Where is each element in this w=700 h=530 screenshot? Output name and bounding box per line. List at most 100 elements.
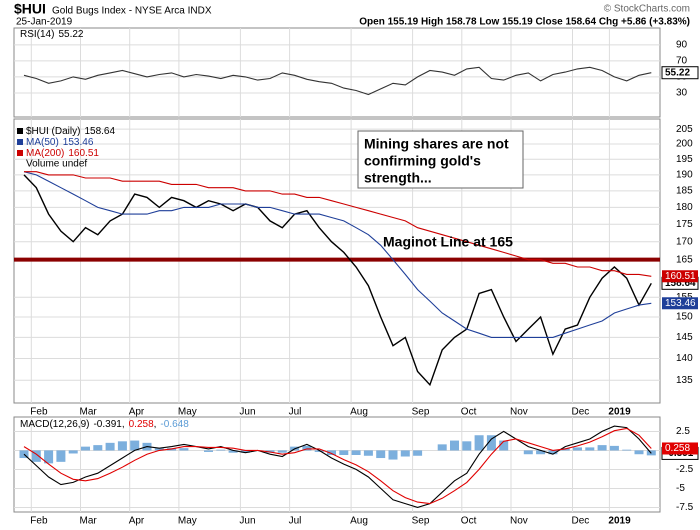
y-tick-label: 170 xyxy=(676,236,693,247)
value-tag xyxy=(662,270,698,283)
value-tag-label: 0.258 xyxy=(665,443,690,454)
histogram-bar xyxy=(400,450,410,457)
y-tick-label: 30 xyxy=(676,88,688,99)
annotation-text: strength... xyxy=(364,170,432,186)
histogram-bar xyxy=(474,435,484,451)
y-tick-label: -5 xyxy=(676,483,685,494)
legend-entry: Volume undef xyxy=(26,159,87,170)
y-tick-label: 185 xyxy=(676,186,693,197)
series-line xyxy=(23,425,652,508)
legend-swatch xyxy=(17,150,23,156)
histogram-bar xyxy=(585,447,595,451)
y-tick-label: 2.5 xyxy=(676,426,690,437)
x-tick-label: 2019 xyxy=(608,516,631,527)
legend-separator: , xyxy=(154,419,157,430)
histogram-bar xyxy=(31,450,41,462)
legend-value: 158.64 xyxy=(84,126,115,137)
histogram-bar xyxy=(634,450,644,455)
value-tag xyxy=(662,297,698,310)
x-tick-label: Mar xyxy=(80,407,98,418)
histogram-bar xyxy=(56,450,66,462)
histogram-bar xyxy=(499,440,509,451)
value-tag-label: 160.51 xyxy=(665,271,696,282)
x-tick-label: Feb xyxy=(30,516,48,527)
histogram-bar xyxy=(351,450,361,455)
macd-legend: MACD(12,26,9) -0.391, 0.258, -0.648 xyxy=(20,419,189,430)
y-tick-label: 70 xyxy=(676,56,688,67)
histogram-bar xyxy=(240,450,250,453)
annotation-text: confirming gold's xyxy=(364,153,481,169)
histogram-bar xyxy=(450,440,459,451)
y-tick-label: 165 xyxy=(676,254,693,265)
date: 25-Jan-2019 xyxy=(16,17,73,28)
x-tick-label: Nov xyxy=(510,516,528,527)
series-line xyxy=(24,171,652,277)
quote: Open 155.19 High 158.78 Low 155.19 Close… xyxy=(359,17,690,28)
y-tick-label: 140 xyxy=(676,353,693,364)
histogram-bar xyxy=(68,450,78,454)
histogram-bar xyxy=(376,450,386,459)
histogram-bar xyxy=(388,450,398,460)
histogram-bar xyxy=(573,447,582,451)
x-tick-label: Aug xyxy=(350,407,368,418)
x-tick-label: Jul xyxy=(289,516,302,527)
legend-value: 153.46 xyxy=(63,137,94,148)
histogram-bar xyxy=(536,450,546,455)
histogram-bar xyxy=(117,441,127,451)
y-tick-label: 150 xyxy=(676,312,693,323)
histogram-bar xyxy=(339,450,349,455)
histogram-bar xyxy=(154,448,164,451)
histogram-bar xyxy=(413,450,423,456)
histogram-bar xyxy=(179,448,189,451)
legend-value: -0.391 xyxy=(93,419,122,430)
histogram-bar xyxy=(93,445,103,451)
legend-entry: $HUI (Daily) 158.64 xyxy=(26,126,115,137)
histogram-bar xyxy=(105,442,115,451)
legend-name: MA(200) xyxy=(26,148,64,159)
legend-value: -0.648 xyxy=(160,419,189,430)
y-tick-label: -7.5 xyxy=(676,502,694,513)
rsi-legend: RSI(14) 55.22 xyxy=(20,29,84,40)
histogram-bar xyxy=(622,449,632,451)
x-tick-label: Apr xyxy=(129,407,145,418)
histogram-bar xyxy=(277,450,287,453)
value-tag-label: 158.64 xyxy=(665,278,696,289)
x-tick-label: Jun xyxy=(239,516,255,527)
histogram-bar xyxy=(204,450,213,452)
histogram-bar xyxy=(130,440,140,451)
legend-value: 0.258 xyxy=(129,419,154,430)
histogram-bar xyxy=(609,445,619,451)
symbol: $HUI xyxy=(14,1,46,17)
panel xyxy=(13,27,661,118)
y-tick-label: -2.5 xyxy=(676,464,694,475)
legend-entry: MA(200) 160.51 xyxy=(26,148,99,159)
value-tag xyxy=(662,442,698,455)
y-tick-label: 175 xyxy=(676,219,693,230)
legend-value: 160.51 xyxy=(68,148,99,159)
y-tick-label: 200 xyxy=(676,139,693,150)
histogram-bar xyxy=(363,450,373,456)
histogram-bar xyxy=(523,450,533,455)
x-tick-label: Sep xyxy=(412,516,430,527)
histogram-bar xyxy=(302,445,312,451)
histogram-bar xyxy=(462,441,472,451)
legend-swatch xyxy=(17,128,23,134)
legend-separator: , xyxy=(122,419,125,430)
legend-swatch xyxy=(17,139,23,145)
index-name: Gold Bugs Index - NYSE Arca INDX xyxy=(52,6,212,17)
x-tick-label: Oct xyxy=(461,516,477,527)
y-tick-label: 135 xyxy=(676,375,693,386)
x-tick-label: Apr xyxy=(129,516,145,527)
value-tag-label: 153.46 xyxy=(665,298,696,309)
price-line xyxy=(23,174,652,387)
series-line xyxy=(23,427,652,505)
legend-name: MA(50) xyxy=(26,137,59,148)
annotation-text: Maginot Line at 165 xyxy=(383,234,513,250)
x-tick-label: Jul xyxy=(289,407,302,418)
x-tick-label: Feb xyxy=(30,407,48,418)
y-tick-label: 190 xyxy=(676,169,693,180)
legend-name: $HUI (Daily) xyxy=(26,126,80,137)
y-tick-label: 205 xyxy=(676,124,693,135)
x-tick-label: Mar xyxy=(80,516,98,527)
series-line xyxy=(23,171,652,338)
